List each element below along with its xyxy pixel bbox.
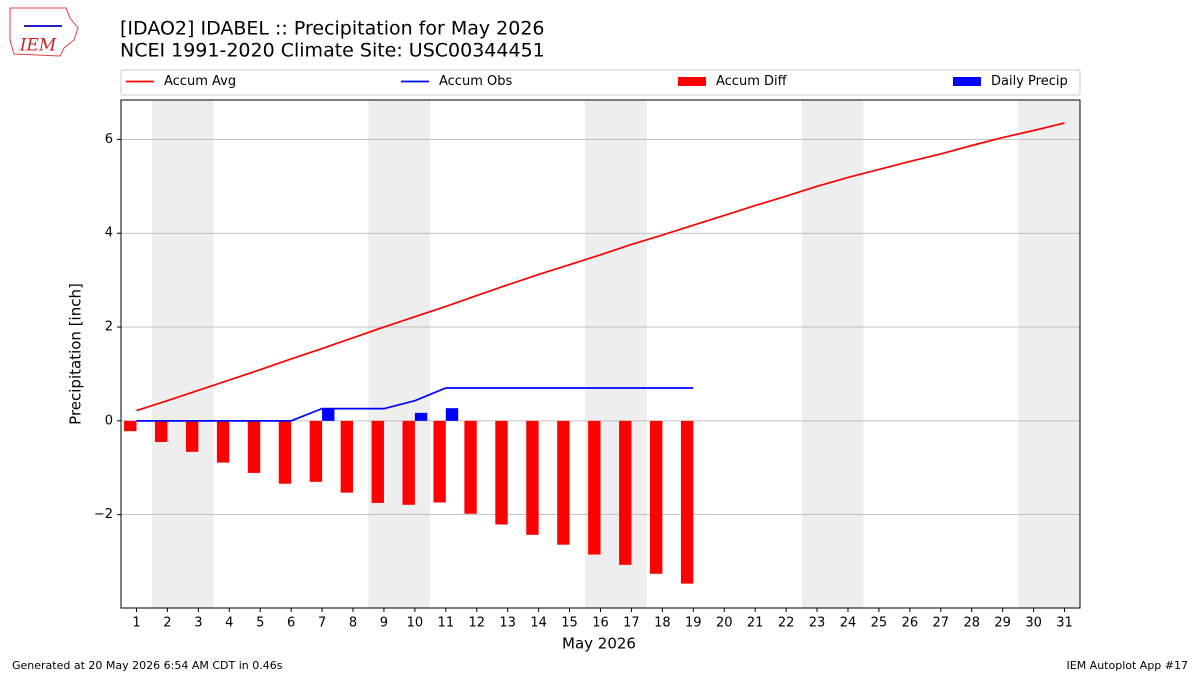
bar	[340, 420, 354, 493]
y-tick-label: 0	[105, 413, 113, 428]
plot-frame	[120, 99, 1081, 609]
x-tick-label: 27	[933, 616, 950, 631]
x-tick-label: 20	[716, 616, 733, 631]
x-tick-label: 7	[318, 616, 326, 631]
footer-right: IEM Autoplot App #17	[1067, 659, 1189, 672]
legend-label: Accum Avg	[164, 74, 236, 89]
x-tick-label: 25	[871, 616, 888, 631]
chart-subtitle: NCEI 1991-2020 Climate Site: USC00344451	[120, 40, 545, 62]
bar	[619, 420, 632, 565]
x-tick-label: 22	[778, 616, 795, 631]
bar	[414, 412, 428, 421]
bar	[185, 420, 199, 452]
bar	[216, 420, 230, 463]
bar	[464, 420, 477, 514]
x-tick-label: 23	[809, 616, 826, 631]
x-tick-label: 16	[592, 616, 609, 631]
legend	[120, 69, 1081, 96]
x-tick-label: 5	[256, 616, 264, 631]
legend-swatch	[953, 77, 981, 86]
logo-outline	[9, 7, 79, 57]
bar	[309, 420, 323, 482]
x-tick-label: 2	[163, 616, 171, 631]
x-tick-label: 26	[902, 616, 919, 631]
y-tick-label: 6	[105, 132, 113, 147]
x-tick-label: 17	[623, 616, 640, 631]
x-tick-label: 19	[685, 616, 702, 631]
weekend-shade	[801, 100, 864, 608]
bar	[526, 420, 539, 535]
x-tick-label: 30	[1025, 616, 1042, 631]
bar	[557, 420, 570, 545]
legend-label: Accum Diff	[716, 74, 788, 89]
bar	[433, 420, 446, 503]
bar	[649, 420, 663, 574]
bar	[371, 420, 384, 503]
bar	[322, 408, 335, 421]
x-tick-label: 29	[994, 616, 1011, 631]
x-tick-label: 1	[132, 616, 140, 631]
x-tick-label: 10	[407, 616, 424, 631]
x-tick-label: 12	[468, 616, 485, 631]
logo: IEM	[9, 7, 79, 57]
x-tick-label: 13	[499, 616, 516, 631]
x-tick-label: 9	[380, 616, 388, 631]
x-axis-label: May 2026	[562, 635, 636, 653]
x-tick-label: 8	[349, 616, 357, 631]
weekend-shade	[1018, 100, 1080, 608]
bar	[680, 420, 694, 584]
x-tick-label: 15	[561, 616, 578, 631]
x-tick-label: 6	[287, 616, 295, 631]
weekend-shade	[151, 100, 214, 608]
y-tick-label: 4	[105, 226, 113, 241]
bar	[588, 420, 601, 555]
x-tick-label: 4	[225, 616, 233, 631]
x-tick-label: 24	[840, 616, 857, 631]
logo-text: IEM	[19, 36, 57, 56]
chart-title: [IDAO2] IDABEL :: Precipitation for May …	[120, 18, 545, 40]
x-tick-label: 11	[438, 616, 455, 631]
x-tick-label: 21	[747, 616, 764, 631]
bar	[402, 420, 415, 505]
bar	[247, 420, 261, 473]
bar	[495, 420, 508, 525]
legend-label: Accum Obs	[439, 74, 512, 89]
bar	[155, 420, 168, 442]
legend-swatch	[678, 77, 706, 86]
y-tick-label: −2	[94, 507, 113, 522]
bar	[124, 420, 137, 432]
bar	[278, 420, 292, 484]
x-tick-label: 18	[654, 616, 671, 631]
y-tick-label: 2	[105, 320, 113, 335]
x-tick-label: 3	[194, 616, 202, 631]
footer-left: Generated at 20 May 2026 6:54 AM CDT in …	[12, 659, 283, 672]
bar	[445, 408, 459, 421]
legend-label: Daily Precip	[991, 74, 1068, 89]
x-tick-label: 28	[963, 616, 980, 631]
weekend-shade	[368, 100, 431, 608]
line	[136, 122, 1065, 412]
line	[136, 387, 694, 422]
y-axis-label: Precipitation [inch]	[67, 283, 85, 425]
x-tick-label: 31	[1056, 616, 1073, 631]
x-tick-label: 14	[530, 616, 547, 631]
